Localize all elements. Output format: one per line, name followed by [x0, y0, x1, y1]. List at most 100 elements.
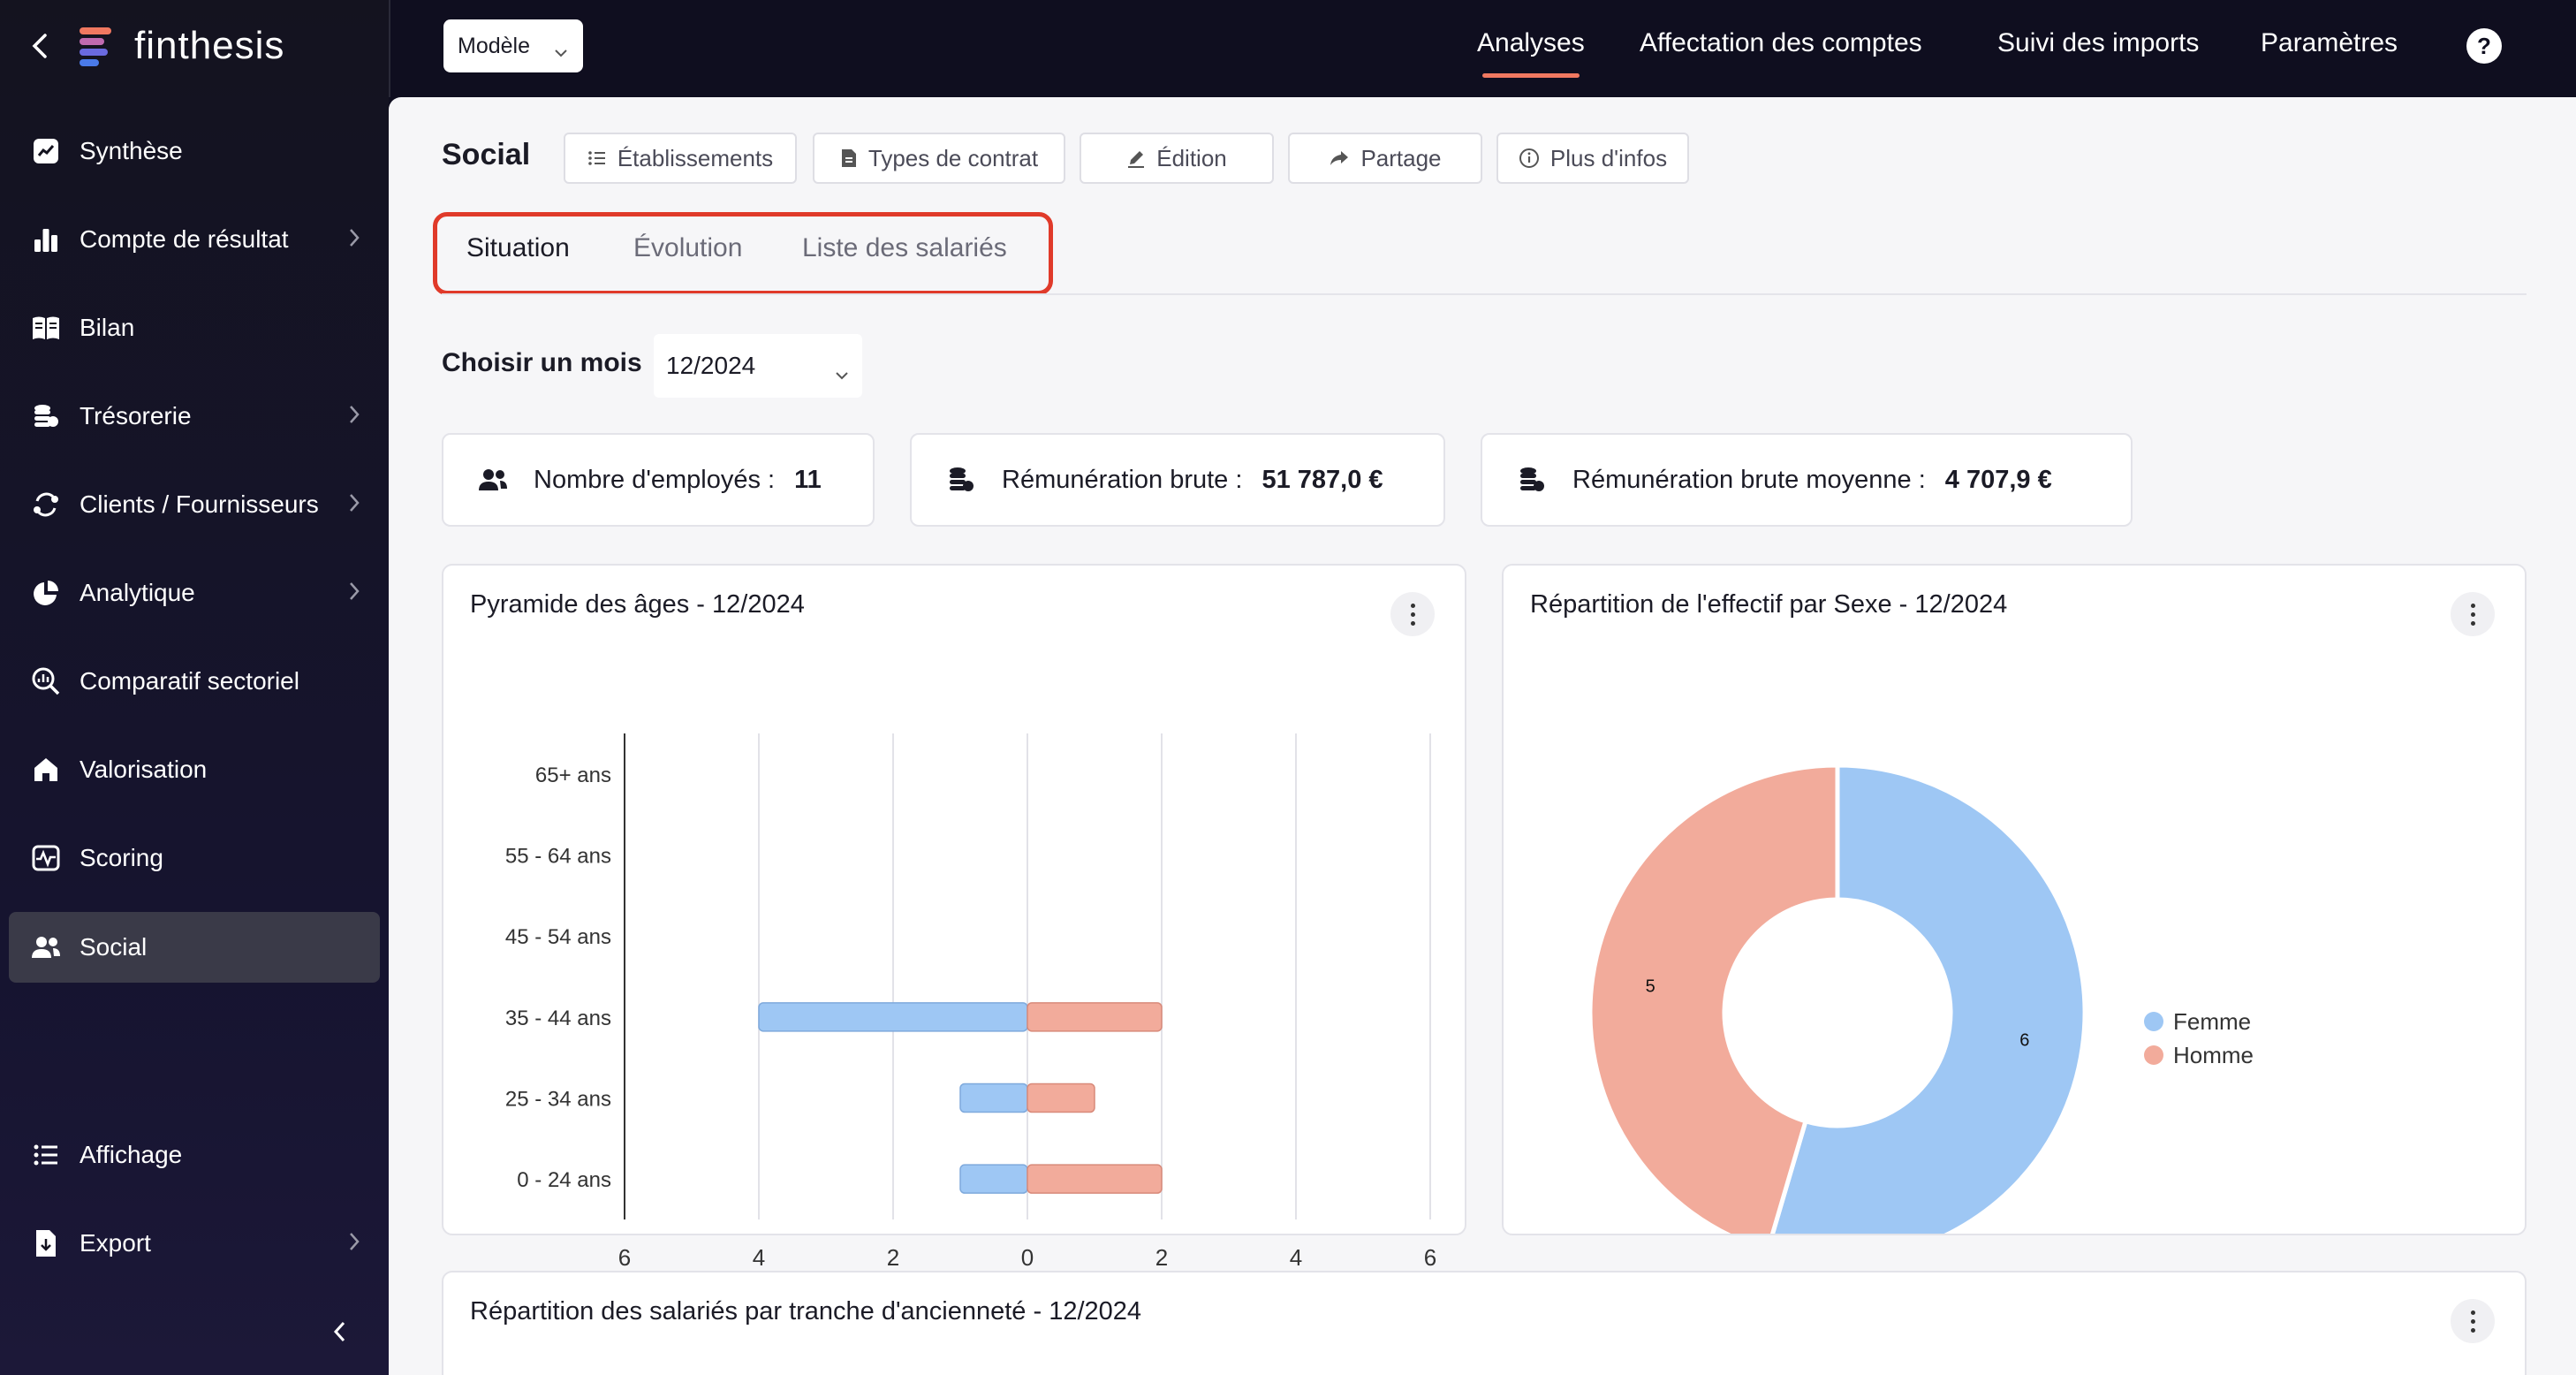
sidebar-item-scoring[interactable]: Scoring [9, 823, 380, 893]
kpi-gross-pay-value: 51 787,0 € [1261, 465, 1383, 494]
seniority-card: Répartition des salariés par tranche d'a… [442, 1271, 2527, 1375]
partage-button[interactable]: Partage [1288, 133, 1482, 184]
tab-liste-des-salaries[interactable]: Liste des salariés [802, 233, 1007, 262]
tab-situation[interactable]: Situation [466, 233, 570, 262]
pyramid-chart: 6 4 2 0 2 4 6 65+ ans 55 - 64 ans 45 - 54 ans 35 -… [505, 733, 1436, 1316]
sidebar-item-compte-de-resultat[interactable]: Compte de résultat [9, 204, 380, 275]
sidebar-item-label: Comparatif sectoriel [80, 667, 299, 695]
home-icon [28, 752, 64, 787]
sidebar-item-analytique[interactable]: Analytique [9, 558, 380, 628]
sidebar-item-label: Bilan [80, 314, 135, 341]
chevron-right-icon [348, 404, 360, 429]
pencil-icon [1126, 148, 1146, 168]
more-options-icon[interactable] [2451, 592, 2495, 636]
kpi-avg-gross-pay-label: Rémunération brute moyenne : [1572, 465, 1926, 494]
nav-suivi-des-imports[interactable]: Suivi des imports [1997, 28, 2200, 57]
help-icon[interactable]: ? [2466, 28, 2502, 64]
x-tick-label: 0 [1021, 1244, 1034, 1271]
coins-icon [943, 465, 979, 495]
edition-label: Édition [1156, 144, 1227, 171]
sidebar-item-bilan[interactable]: Bilan [9, 292, 380, 363]
sidebar-item-label: Scoring [80, 844, 163, 871]
brand-name: finthesis [134, 24, 285, 67]
more-options-icon[interactable] [2451, 1299, 2495, 1343]
legend-marker-femme [2144, 1012, 2163, 1031]
y-tick-label: 0 - 24 ans [517, 1168, 611, 1192]
x-tick-label: 6 [618, 1244, 631, 1271]
donut-slice-femme [1769, 763, 2087, 1234]
nav-parametres[interactable]: Paramètres [2261, 28, 2398, 57]
y-tick-label: 65+ ans [535, 763, 611, 787]
sidebar-item-social[interactable]: Social [9, 912, 380, 983]
nav-affectation-des-comptes[interactable]: Affectation des comptes [1640, 28, 1922, 57]
finthesis-logo-icon [80, 26, 115, 66]
bar-homme [1027, 1002, 1163, 1032]
brand: finthesis [27, 19, 284, 72]
sex-card-title: Répartition de l'effectif par Sexe - 12/… [1530, 590, 2008, 619]
types-de-contrat-button[interactable]: Types de contrat [813, 133, 1065, 184]
model-select[interactable]: Modèle [443, 19, 583, 72]
more-options-icon[interactable] [1390, 592, 1435, 636]
sidebar-item-comparatif-sectoriel[interactable]: Comparatif sectoriel [9, 646, 380, 717]
nav-analyses[interactable]: Analyses [1477, 28, 1585, 78]
chevron-right-icon [348, 492, 360, 518]
pyramid-card-title: Pyramide des âges - 12/2024 [470, 590, 805, 619]
sex-card: Répartition de l'effectif par Sexe - 12/… [1502, 564, 2527, 1235]
sidebar-item-clients-fournisseurs[interactable]: Clients / Fournisseurs [9, 469, 380, 540]
tabs-divider [442, 293, 2527, 295]
month-select[interactable]: 12/2024 [654, 334, 862, 398]
x-tick-label: 6 [1424, 1244, 1436, 1271]
bar-femme [758, 1002, 1028, 1032]
chevron-right-icon [348, 581, 360, 606]
sidebar-item-label: Affichage [80, 1141, 183, 1168]
model-select-label: Modèle [458, 33, 530, 58]
book-icon [28, 310, 64, 346]
etablissements-label: Établissements [617, 144, 774, 171]
back-arrow-icon[interactable] [27, 28, 53, 64]
bar-homme [1027, 1083, 1095, 1113]
sidebar-item-label: Synthèse [80, 137, 183, 164]
sidebar-item-label: Export [80, 1229, 151, 1257]
sidebar-item-export[interactable]: Export [9, 1208, 380, 1279]
sidebar-item-label: Clients / Fournisseurs [80, 490, 319, 518]
chart-line-icon [28, 133, 64, 169]
legend-marker-homme [2144, 1045, 2163, 1065]
kpi-avg-gross-pay: Rémunération brute moyenne : 4 707,9 € [1481, 433, 2133, 527]
legend-label-homme: Homme [2173, 1042, 2254, 1068]
sidebar-item-affichage[interactable]: Affichage [9, 1120, 380, 1190]
y-tick-label: 35 - 44 ans [505, 1007, 611, 1030]
share-icon [1329, 149, 1350, 167]
sidebar-item-valorisation[interactable]: Valorisation [9, 734, 380, 805]
kpi-employees-label: Nombre d'employés : [534, 465, 776, 494]
etablissements-button[interactable]: Établissements [564, 133, 797, 184]
coins-icon [28, 399, 64, 434]
sidebar-item-synthese[interactable]: Synthèse [9, 116, 380, 186]
pie-chart-icon [28, 575, 64, 611]
page-title: Social [442, 138, 531, 171]
magnify-chart-icon [28, 664, 64, 699]
plus-d-infos-button[interactable]: Plus d'infos [1496, 133, 1689, 184]
plus-d-infos-label: Plus d'infos [1549, 144, 1668, 171]
x-tick-label: 4 [1290, 1244, 1302, 1271]
edition-button[interactable]: Édition [1080, 133, 1274, 184]
export-icon [28, 1226, 64, 1261]
users-icon [28, 930, 64, 965]
sidebar-item-label: Valorisation [80, 756, 208, 783]
tab-evolution[interactable]: Évolution [633, 233, 743, 262]
types-de-contrat-label: Types de contrat [868, 144, 1039, 171]
pulse-icon [28, 840, 64, 876]
donut-data-label: 6 [2019, 1030, 2029, 1050]
chevron-down-icon [834, 359, 850, 387]
users-icon [475, 467, 511, 493]
kpi-gross-pay: Rémunération brute : 51 787,0 € [910, 433, 1445, 527]
month-value: 12/2024 [666, 352, 756, 379]
sidebar-item-label: Analytique [80, 579, 195, 606]
sex-donut-chart: 6 5 Femme Homme [1587, 763, 2254, 1234]
y-tick-label: 45 - 54 ans [505, 925, 611, 949]
bar-chart-icon [28, 222, 64, 257]
kpi-employees: Nombre d'employés : 11 [442, 433, 875, 527]
collapse-sidebar-icon[interactable] [332, 1320, 346, 1348]
list-icon [587, 149, 607, 167]
x-tick-label: 2 [887, 1244, 899, 1271]
sidebar-item-tresorerie[interactable]: Trésorerie [9, 381, 380, 452]
